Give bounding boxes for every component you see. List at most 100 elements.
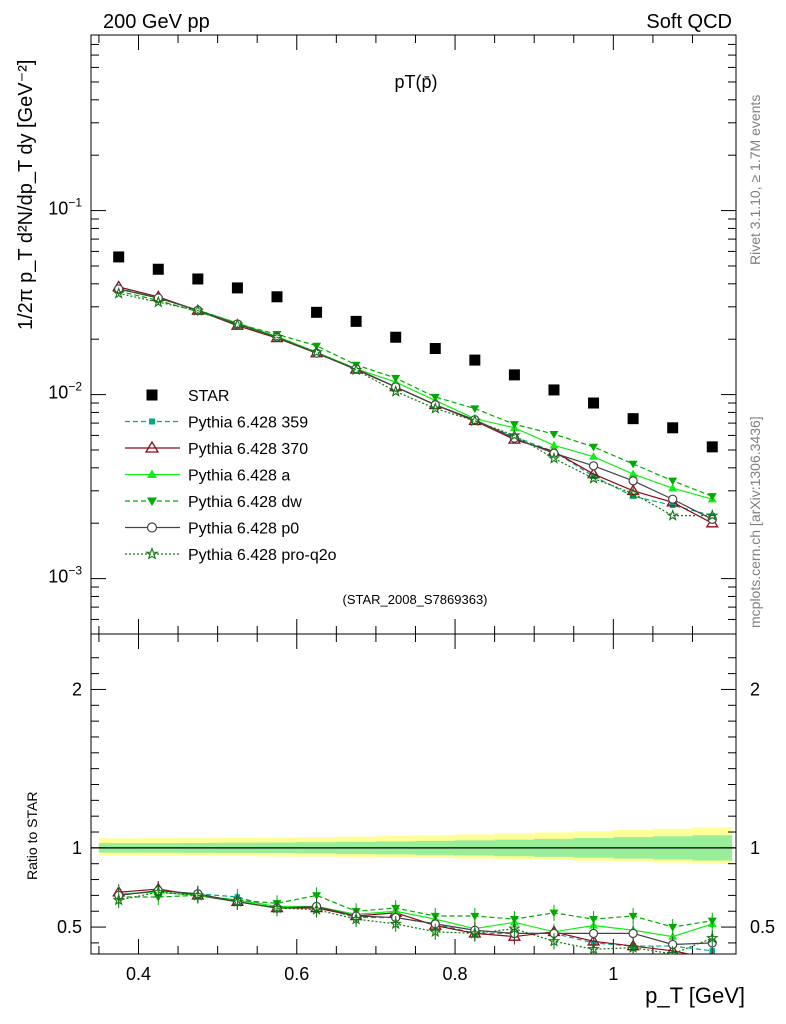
bottom-panel: 0.5 0.5 1 1 2 2 0.4 0.6 0.8 1: [57, 633, 775, 984]
ratio-point: [509, 915, 519, 924]
ratio-point: [468, 926, 482, 939]
data-point: [310, 345, 323, 358]
ratio-tick-label-right: 2: [750, 679, 760, 699]
ratio-point: [310, 903, 323, 915]
mcplots-label: mcplots.cern.ch [arXiv:1306.3436]: [747, 416, 763, 628]
data-point: [587, 471, 600, 484]
ratio-line: [118, 890, 713, 946]
top-axis-ticks: 10−3 10−2 10−1: [48, 34, 736, 635]
top-panel-frame: [90, 34, 737, 635]
data-point: [589, 443, 599, 452]
top-series-group: [112, 251, 719, 528]
data-point: [152, 295, 165, 308]
ratio-point: [191, 888, 204, 901]
data-point: [588, 397, 600, 409]
data-point: [667, 422, 679, 434]
data-point: [548, 384, 560, 396]
series-pythia-6-428-pro-q2o: [112, 286, 719, 521]
data-point: [508, 428, 521, 441]
data-point: [589, 452, 599, 460]
data-point: [666, 508, 679, 521]
ratio-point: [152, 885, 165, 898]
y-axis-label-bottom: Ratio to STAR: [24, 792, 40, 880]
data-point: [508, 369, 520, 381]
legend-marker: [149, 418, 155, 425]
ratio-point: [349, 912, 363, 925]
ratio-point: [508, 922, 521, 935]
side-label-rivet: Rivet 3.1.10, ≥ 1.7M events: [747, 95, 763, 265]
reference-band: [91, 827, 736, 864]
ratio-point: [112, 893, 125, 906]
data-point: [549, 430, 559, 439]
ratio-line: [118, 891, 713, 954]
ratio-tick-label-left: 1: [72, 838, 82, 858]
data-point: [469, 354, 481, 366]
legend-marker: [144, 440, 160, 453]
legend-entry: Pythia 6.428 pro-q2o: [125, 546, 337, 564]
series-line: [118, 292, 713, 517]
y-tick-label: 10−2: [48, 380, 82, 403]
data-point: [707, 493, 717, 501]
ratio-point: [549, 909, 559, 918]
legend-marker: [145, 546, 159, 560]
series-line: [118, 290, 713, 497]
legend-label: STAR: [188, 388, 229, 405]
ratio-point: [391, 904, 401, 913]
data-point: [350, 315, 362, 327]
y-axis-label-top: 1/2π p_T d²N/dp_T dy [GeV⁻²]: [15, 60, 37, 330]
data-point: [390, 331, 402, 343]
ratio-point: [628, 928, 638, 939]
ratio-point: [587, 942, 600, 954]
data-point: [112, 286, 125, 299]
legend-label: Pythia 6.428 p0: [188, 521, 299, 538]
legend-marker: [146, 389, 158, 401]
ratio-point: [547, 934, 561, 947]
data-point: [191, 304, 205, 316]
ratio-point: [231, 895, 244, 908]
data-point: [468, 414, 481, 427]
ratio-point: [668, 923, 678, 932]
ratio-tick-label-right: 0.5: [750, 917, 775, 937]
ratio-point: [666, 947, 679, 954]
data-point: [391, 374, 401, 383]
ratio-point: [389, 917, 402, 930]
rivet-label: Rivet 3.1.10, ≥ 1.7M events: [747, 95, 763, 265]
ratio-tick-label-left: 2: [72, 679, 82, 699]
ratio-point: [589, 915, 599, 924]
data-point: [626, 486, 640, 499]
data-point: [429, 401, 442, 414]
legend-label: Pythia 6.428 359: [188, 415, 308, 432]
y-tick-label: 10−1: [48, 196, 82, 219]
legend-entry: Pythia 6.428 370: [125, 440, 308, 458]
data-point: [549, 440, 559, 449]
data-point: [470, 405, 480, 414]
header-left: 200 GeV pp: [103, 11, 210, 33]
ratio-line: [118, 894, 713, 928]
data-point: [626, 484, 640, 496]
y-tick-label: 10−3: [48, 564, 82, 587]
data-point: [349, 363, 363, 376]
data-point: [113, 251, 125, 263]
ratio-series-pythia-6-428-pro-q2o: [112, 884, 719, 954]
x-tick-label: 1: [608, 964, 618, 984]
x-tick-label: 0.8: [443, 964, 468, 984]
data-point: [509, 421, 519, 429]
data-point: [588, 461, 599, 471]
ratio-point: [705, 931, 719, 944]
legend-marker: [146, 522, 158, 533]
top-panel: 10−3 10−2 10−1 pT(p̄) (STAR_2008_S7869363): [48, 34, 737, 635]
legend-label: Pythia 6.428 370: [188, 441, 308, 458]
ratio-point: [628, 912, 638, 921]
ratio-line: [118, 891, 713, 938]
data-point: [152, 263, 164, 275]
ratio-point: [312, 892, 322, 900]
side-label-mcplots: mcplots.cern.ch [arXiv:1306.3436]: [747, 416, 763, 628]
bottom-axis-ticks: 0.5 0.5 1 1 2 2 0.4 0.6 0.8 1: [57, 634, 775, 984]
plot-title: pT(p̄): [394, 72, 437, 92]
ratio-point: [626, 941, 640, 954]
ratio-point: [668, 932, 678, 940]
ratio-point: [711, 952, 714, 954]
data-point: [429, 343, 441, 355]
bottom-series-group: [112, 881, 719, 954]
